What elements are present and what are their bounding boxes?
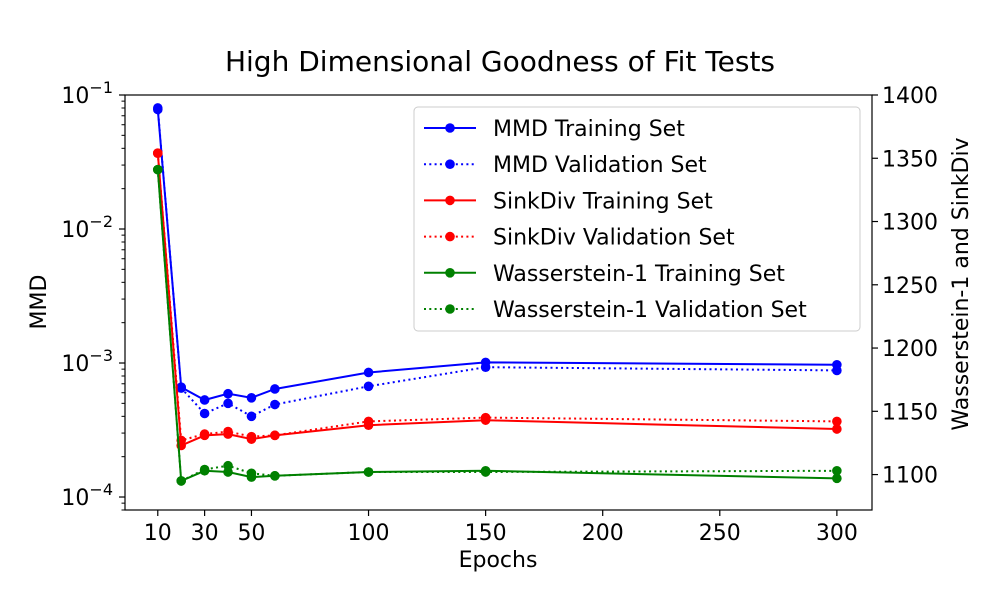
data-point [270,384,280,394]
data-point [363,367,374,378]
x-tick-label: 250 [699,521,741,546]
x-tick-label: 300 [816,521,858,546]
left-tick-label: 10−1 [61,78,113,109]
data-point [363,416,374,427]
x-tick-label: 30 [191,521,219,546]
left-tick-label: 10−2 [61,212,113,243]
series-line [156,107,837,418]
right-y-axis-ticks: 1100 1150 1200 1250 1300 1350 1400 [872,84,938,489]
data-point [176,383,187,393]
data-point [480,362,491,373]
data-point [199,395,210,405]
data-point [480,467,491,477]
data-point [152,164,163,175]
left-y-axis-ticks: 10−110−210−310−4 [61,78,125,511]
legend: MMD Training Set MMD Validation Set SinkDi… [413,106,861,332]
x-tick-label: 100 [348,521,390,546]
legend-marker [445,231,455,242]
left-tick-base: 10 [61,218,89,243]
left-tick-label: 10−4 [61,480,113,511]
right-tick-label: 1100 [882,464,938,489]
legend-marker [445,195,455,206]
data-point [363,381,374,392]
data-point [199,408,210,419]
data-point [832,416,842,427]
legend-box [413,106,861,332]
legend-marker [445,123,455,133]
data-point [246,411,257,422]
legend-label: MMD Training Set [493,117,685,142]
data-point [246,393,257,403]
legend-label: MMD Validation Set [493,153,707,178]
data-point [223,388,233,399]
right-y-axis-label: Wasserstein-1 and SinkDiv [949,137,974,430]
left-tick-exponent: −4 [89,480,113,499]
data-point [223,460,233,471]
left-tick-label: 10−3 [61,346,113,377]
x-axis-label: Epochs [459,548,538,573]
legend-marker [445,268,455,278]
left-tick-exponent: −1 [89,78,113,97]
x-axis-ticks: 10 30 50 100 150 200 250 300 [144,510,858,546]
data-point [363,467,374,477]
legend-marker [445,159,455,169]
left-tick-base: 10 [61,84,89,109]
data-point [480,412,491,423]
legend-label: SinkDiv Validation Set [493,226,735,251]
x-tick-label: 150 [465,521,507,546]
data-point [176,476,187,486]
data-point [199,464,210,475]
data-point [223,398,233,409]
data-point [246,431,257,442]
right-tick-label: 1200 [882,337,938,362]
data-point [832,473,842,484]
right-tick-label: 1350 [882,147,938,172]
data-point [832,365,842,376]
legend-marker [445,304,455,314]
data-point [270,399,280,410]
right-tick-label: 1300 [882,211,938,236]
right-tick-label: 1250 [882,274,938,299]
data-point [152,103,163,113]
data-point [223,426,233,437]
data-point [199,429,210,439]
data-point [832,424,842,434]
plot-frame [124,94,873,511]
x-tick-label: 50 [237,521,265,546]
legend-label: SinkDiv Training Set [493,189,713,214]
legend-label: Wasserstein-1 Validation Set [493,298,807,323]
series-1 [152,103,842,422]
series-layer [152,103,842,486]
data-point [246,468,257,479]
left-tick-exponent: −3 [89,346,113,365]
right-tick-label: 1400 [882,84,938,109]
left-tick-base: 10 [61,352,89,377]
series-5 [152,164,842,486]
data-point [270,430,280,441]
legend-label: Wasserstein-1 Training Set [493,262,785,287]
x-tick-label: 200 [582,521,624,546]
left-tick-base: 10 [61,486,89,511]
data-point [152,148,163,159]
left-tick-exponent: −2 [89,212,113,231]
chart-title: High Dimensional Goodness of Fit Tests [225,45,775,78]
data-point [270,471,280,481]
data-point [832,465,842,476]
x-tick-label: 10 [144,521,172,546]
left-y-axis-label: MMD [27,275,52,330]
right-tick-label: 1150 [882,400,938,425]
